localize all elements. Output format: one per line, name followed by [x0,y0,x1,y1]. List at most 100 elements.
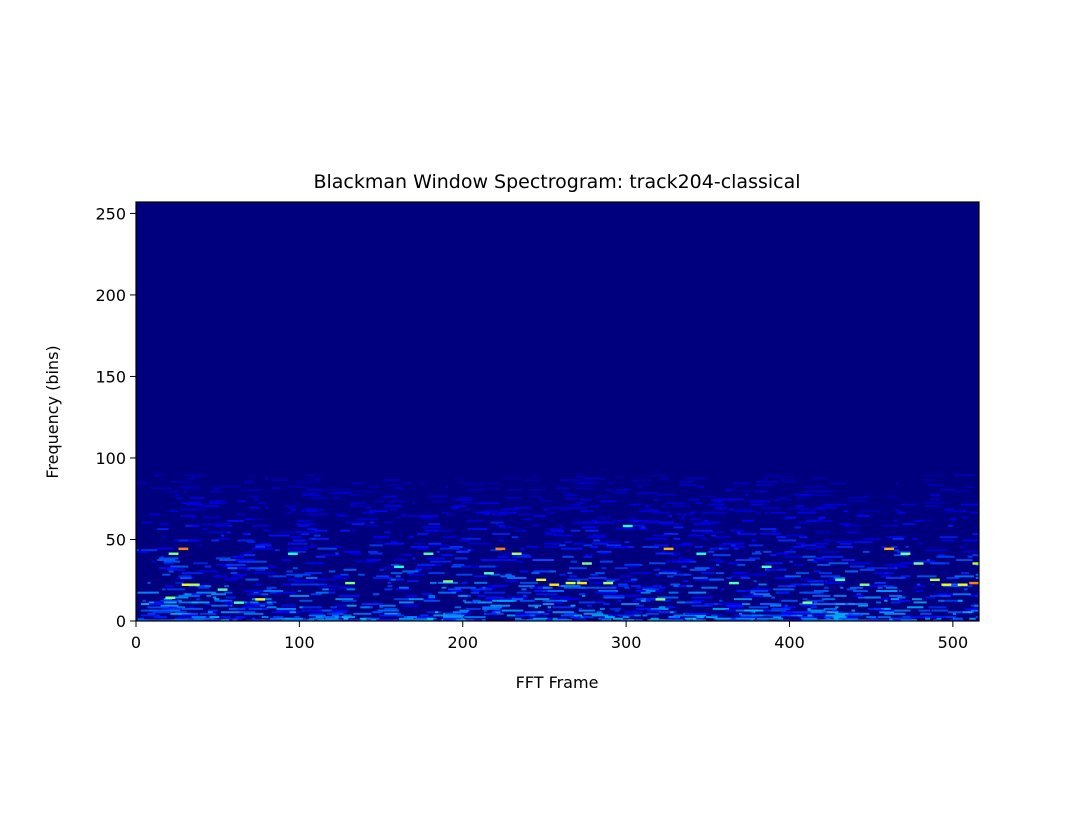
heatmap-cell [900,562,916,565]
heatmap-cell [173,606,186,609]
heatmap-cell [894,554,909,557]
heatmap-cell [846,616,855,619]
heatmap-cell [467,528,488,531]
heatmap-cell [340,573,349,576]
heatmap-cell [384,531,391,534]
heatmap-cell [273,575,287,578]
heatmap-cell [193,617,215,620]
heatmap-cell [784,575,801,578]
heatmap-cell [461,565,481,568]
heatmap-cell [229,607,246,610]
heatmap-cell [542,599,551,602]
heatmap-cell [266,565,277,568]
heatmap-cell [748,544,764,547]
heatmap-cell [614,492,628,495]
heatmap-cell [818,550,841,553]
heatmap-cell [536,593,558,596]
heatmap-cell [570,604,576,607]
heatmap-cell [748,573,767,576]
heatmap-cell [760,532,782,535]
heatmap-cell [969,511,979,514]
heatmap-cell [758,614,772,617]
heatmap-cell [733,482,749,485]
heatmap-cell [140,614,161,617]
heatmap-cell [595,601,605,604]
heatmap-cell [343,614,352,617]
heatmap-cell [284,617,303,620]
heatmap-cell [366,619,372,621]
heatmap-cell [898,590,903,592]
heatmap-cell [508,596,529,599]
heatmap-cell [456,619,467,621]
heatmap-cell [853,612,870,615]
heatmap-cell [434,563,442,566]
heatmap-cell [678,557,684,560]
heatmap-cell [376,575,390,578]
heatmap-cell [975,573,979,576]
x-tick-label: 400 [774,633,805,652]
heatmap-cell [591,614,614,617]
heatmap-cell [805,547,816,550]
heatmap-cell [374,500,385,503]
heatmap-cell [361,606,370,609]
heatmap-cell [756,617,779,620]
heatmap-cell [738,612,743,615]
heatmap-cell [880,598,899,601]
heatmap-cell [916,585,926,588]
heatmap-cell [887,495,898,498]
heatmap-cell [897,550,911,553]
heatmap-cell [269,617,279,620]
heatmap-hotspot [483,572,494,575]
y-tick-label: 50 [106,530,126,549]
heatmap-cell [737,531,741,534]
heatmap-cell [266,586,277,589]
heatmap-cell [175,617,186,620]
heatmap-cell [472,599,481,602]
heatmap-cell [358,573,365,576]
heatmap-cell [335,604,347,607]
heatmap-cell [840,542,852,545]
heatmap-cell [639,528,648,531]
heatmap-cell [147,606,169,609]
heatmap-cell [797,511,816,514]
heatmap-cell [399,586,409,589]
heatmap-cell [840,611,844,614]
heatmap-cell [642,614,648,617]
heatmap-cell [212,596,217,599]
heatmap-cell [209,501,220,504]
heatmap-cell [191,601,210,604]
heatmap-cell [178,599,182,602]
heatmap-cell [974,604,979,607]
heatmap-cell [508,488,522,491]
heatmap-cell [606,546,628,548]
heatmap-cell [188,606,195,609]
heatmap-cell [562,555,574,558]
heatmap-cell [719,599,723,602]
heatmap-cell [773,498,782,501]
heatmap-cell [479,586,496,589]
heatmap-cell [869,617,878,620]
heatmap-cell [843,524,862,527]
heatmap-cell [461,501,480,504]
heatmap-cell [207,531,228,534]
heatmap-cell [645,537,667,540]
heatmap-cell [956,559,973,562]
heatmap-cell [570,616,579,619]
heatmap-cell [760,528,777,531]
heatmap-cell [750,611,754,614]
heatmap-cell [498,599,517,602]
heatmap-cell [470,591,480,594]
heatmap-cell [763,477,769,480]
heatmap-cell [604,578,620,581]
heatmap-cell [967,611,973,614]
heatmap-cell [885,585,895,588]
heatmap-cell [310,612,324,615]
heatmap-cell [379,619,400,621]
heatmap-cell [459,498,473,501]
heatmap-cell [278,531,300,534]
heatmap-cell [408,598,424,601]
heatmap-cell [224,585,230,588]
heatmap-cell [211,593,226,596]
heatmap-cell [269,591,277,594]
heatmap-cell [753,580,757,583]
